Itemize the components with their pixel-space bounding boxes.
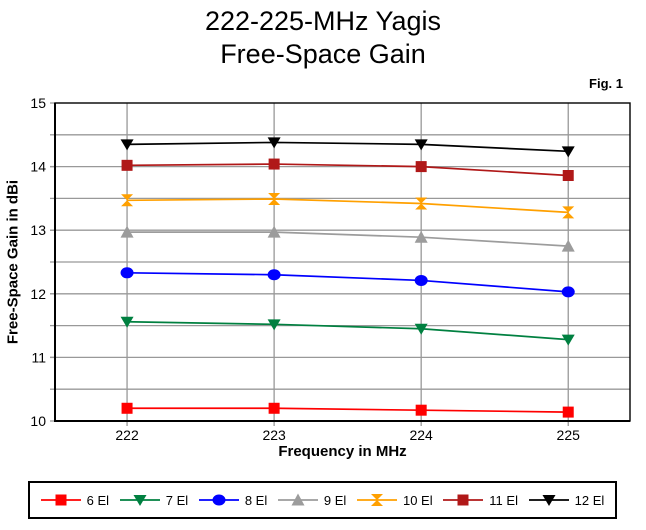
series-marker	[415, 161, 427, 173]
chart-title: 222-225-MHz Yagis Free-Space Gain	[0, 5, 646, 71]
series-marker	[268, 193, 281, 206]
series-marker	[267, 319, 281, 331]
triangle-up-marker-icon	[277, 493, 318, 506]
legend-item-8-el: 8 El	[198, 492, 268, 508]
series-marker	[268, 402, 280, 414]
y-tick-label: 14	[30, 159, 46, 175]
x-axis-title: Frequency in MHz	[278, 443, 407, 460]
legend-item-11-el: 11 El	[443, 492, 518, 508]
x-tick-label: 224	[409, 427, 433, 443]
series-marker	[457, 494, 469, 506]
legend-item-12-el: 12 El	[528, 492, 605, 508]
series-line	[127, 271, 569, 293]
series-marker	[120, 267, 134, 279]
series-marker	[415, 404, 427, 416]
series-marker	[414, 139, 428, 151]
series-line	[127, 231, 569, 247]
series-marker	[415, 197, 428, 210]
series-marker	[133, 495, 147, 506]
circle-marker-icon	[198, 494, 239, 506]
series-line	[127, 198, 569, 214]
series-line	[127, 320, 569, 341]
series-marker	[561, 334, 575, 346]
legend-label: 9 El	[323, 492, 347, 508]
series-line	[127, 407, 569, 413]
series-marker	[562, 170, 574, 182]
series-marker	[414, 274, 428, 286]
y-tick-label: 13	[30, 222, 46, 238]
series-marker	[120, 139, 134, 151]
x-tick-label: 225	[557, 427, 581, 443]
series-marker	[267, 137, 281, 149]
series-marker	[121, 402, 133, 414]
legend-label: 12 El	[574, 492, 605, 508]
hourglass-marker-icon	[356, 494, 397, 506]
series-marker	[120, 316, 134, 328]
y-tick-label: 10	[30, 413, 46, 429]
series-marker	[561, 146, 575, 158]
chart-title-line1: 222-225-MHz Yagis	[204, 6, 442, 36]
triangle-down-marker-icon	[119, 495, 160, 506]
series-marker	[414, 230, 428, 243]
series-marker	[121, 194, 134, 207]
series-line	[127, 141, 569, 153]
series-marker	[55, 494, 67, 506]
legend-item-6-el: 6 El	[40, 492, 110, 508]
x-tick-label: 223	[262, 427, 286, 443]
legend-label: 10 El	[402, 492, 433, 508]
series-marker	[561, 239, 575, 252]
legend-item-7-el: 7 El	[119, 492, 189, 508]
series-marker	[267, 225, 281, 238]
series-marker	[370, 494, 383, 506]
series-marker	[562, 206, 575, 219]
x-tick-label: 222	[115, 427, 139, 443]
series-marker	[291, 493, 305, 506]
legend-item-9-el: 9 El	[277, 492, 347, 508]
y-tick-label: 15	[30, 95, 46, 111]
legend-label: 11 El	[489, 492, 518, 508]
legend: 6 El 7 El 8 El 9 El 10 El 11 El 12 El	[28, 481, 617, 519]
series-marker	[120, 225, 134, 238]
legend-label: 7 El	[165, 492, 189, 508]
chart-title-line2: Free-Space Gain	[220, 39, 426, 69]
legend-item-10-el: 10 El	[356, 492, 433, 508]
series-marker	[267, 269, 281, 281]
series-marker	[561, 286, 575, 298]
series-marker	[121, 159, 133, 171]
series-marker	[562, 406, 574, 418]
square-marker-icon	[40, 494, 81, 506]
triangle-down-marker-icon	[528, 495, 569, 506]
y-tick-label: 11	[31, 349, 46, 365]
series-marker	[212, 494, 226, 506]
square-marker-icon	[443, 494, 484, 506]
series-marker	[268, 158, 280, 170]
series-line	[127, 163, 569, 177]
series-marker	[542, 495, 556, 506]
series-marker	[414, 323, 428, 335]
legend-label: 8 El	[244, 492, 268, 508]
y-tick-label: 12	[30, 286, 46, 302]
legend-label: 6 El	[86, 492, 110, 508]
figure-label: Fig. 1	[589, 76, 623, 91]
plot-area: 222 223 224 225 10 11 12 13 14 15	[30, 95, 631, 443]
